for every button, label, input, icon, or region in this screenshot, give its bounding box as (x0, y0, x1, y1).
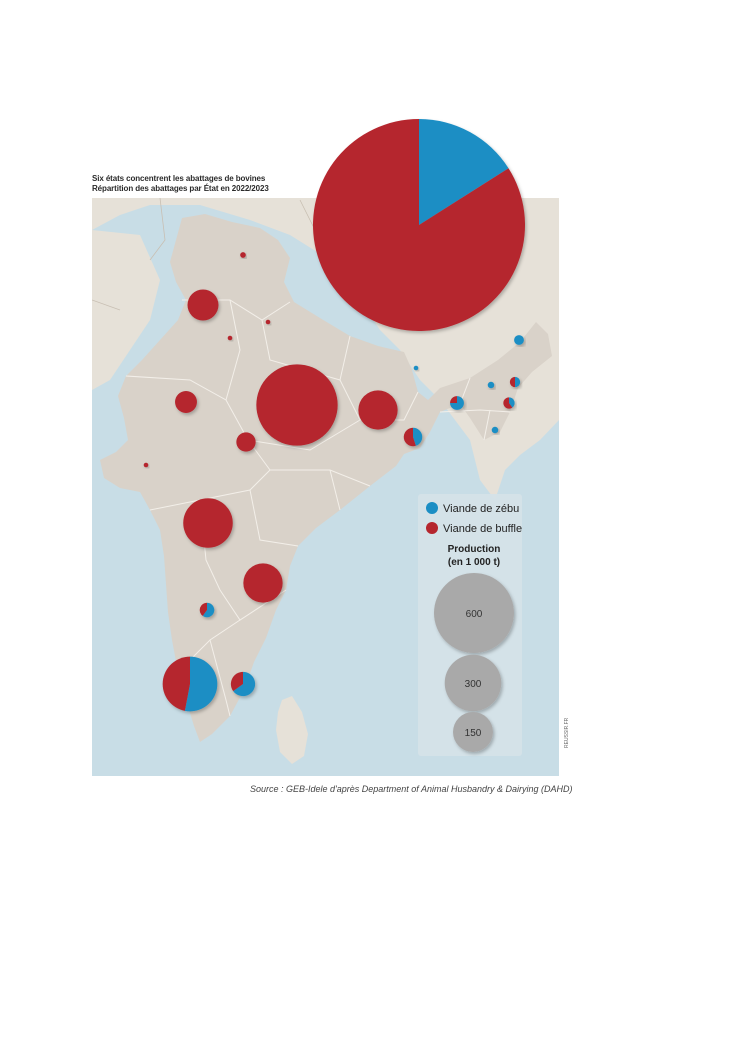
buffalo-slice (240, 252, 246, 258)
pie-marker-karnataka (199, 602, 215, 618)
legend-size-bubble-600 (434, 573, 514, 653)
pie-marker-punjab-haryana (187, 289, 219, 321)
pie-marker-west-bengal (403, 427, 423, 447)
pie-marker-jammu-kashmir (240, 252, 246, 258)
buffalo-slice (187, 289, 219, 321)
zebu-slice (233, 671, 256, 697)
pie-marker-uttar-pradesh (256, 364, 338, 446)
buffalo-slice (199, 602, 207, 616)
buffalo-slice (243, 563, 283, 603)
zebu-legend-swatch (426, 502, 438, 514)
legend-size-bubble-300 (444, 654, 502, 712)
buffalo-slice (236, 432, 256, 452)
buffalo-slice (509, 376, 515, 388)
pie-marker-manipur (503, 397, 515, 409)
buffalo-slice (313, 119, 525, 331)
zebu-legend-label: Viande de zébu (443, 503, 519, 515)
legend-size-label-300: 300 (465, 679, 482, 690)
legend-size-bubble-150 (453, 712, 493, 752)
buffalo-slice (265, 319, 271, 325)
pie-marker-maharashtra (183, 498, 233, 548)
map-title: Six états concentrent les abattages de b… (92, 174, 266, 183)
zebu-slice (491, 426, 499, 434)
buffalo-slice (227, 335, 233, 341)
pie-marker-nagaland (509, 376, 521, 388)
pie-marker-meghalaya (450, 396, 464, 410)
pie-marker-rajasthan (175, 391, 197, 413)
zebu-slice (509, 397, 515, 408)
map-subtitle: Répartition des abattages par État en 20… (92, 184, 269, 193)
buffalo-slice (256, 364, 338, 446)
pie-marker-kerala (162, 656, 218, 712)
buffalo-slice (175, 391, 197, 413)
zebu-slice (514, 335, 524, 345)
pie-marker-madhya-pradesh (236, 432, 256, 452)
production-title: Production (448, 544, 501, 555)
pie-marker-india-total (313, 119, 525, 331)
buffalo-slice (162, 656, 190, 711)
pie-marker-mizoram (491, 426, 499, 434)
pie-marker-assam (487, 381, 495, 389)
zebu-slice (202, 602, 215, 618)
legend-size-label-150: 150 (465, 728, 482, 739)
pie-marker-bihar (358, 390, 398, 430)
buffalo-slice (230, 671, 243, 692)
buffalo-slice (143, 462, 149, 468)
production-unit: (en 1 000 t) (448, 557, 500, 568)
buffalo-slice (503, 397, 513, 409)
buffalo-legend-label: Viande de buffle (443, 523, 522, 535)
legend-size-label-600: 600 (466, 609, 483, 620)
buffalo-slice (403, 427, 416, 447)
zebu-slice (413, 427, 423, 446)
zebu-slice (413, 365, 419, 371)
pie-marker-tamil-nadu (230, 671, 256, 697)
zebu-slice (184, 656, 218, 712)
production-markers (143, 119, 525, 712)
pie-marker-uttarakhand (265, 319, 271, 325)
pie-marker-gujarat (143, 462, 149, 468)
buffalo-slice (358, 390, 398, 430)
pie-marker-sikkim (413, 365, 419, 371)
pie-marker-himachal-pradesh (227, 335, 233, 341)
pie-marker-arunachal-pradesh (514, 335, 524, 345)
source-note: Source : GEB-Idele d'après Department of… (250, 784, 573, 794)
sri-lanka (276, 696, 308, 764)
buffalo-slice (183, 498, 233, 548)
buffalo-legend-swatch (426, 522, 438, 534)
pie-marker-telangana (243, 563, 283, 603)
watermark: REUSSIR.FR (564, 717, 570, 748)
zebu-slice (487, 381, 495, 389)
zebu-slice (419, 119, 509, 225)
zebu-slice (515, 376, 521, 388)
buffalo-slice (450, 396, 457, 403)
legend: Viande de zébu Viande de buffle Production… (418, 494, 522, 756)
neighbor-land-west (92, 230, 160, 390)
